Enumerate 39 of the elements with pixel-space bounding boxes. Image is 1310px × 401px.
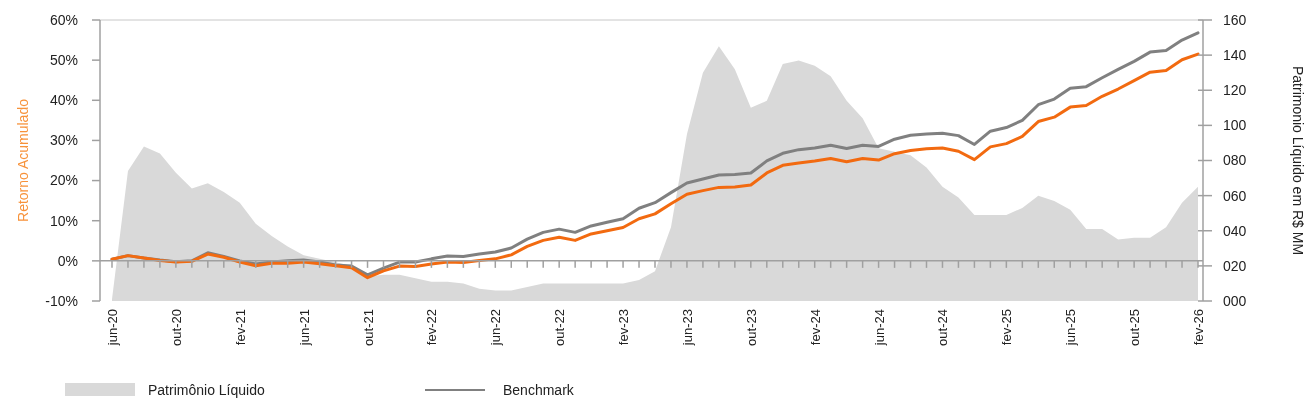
x-tick-label: fev-24 [807, 309, 823, 346]
y-tick-label: 30% [49, 132, 78, 149]
x-tick-label: jun-21 [296, 309, 312, 347]
y2-tick-label: 120 [1223, 82, 1247, 99]
y-tick-label: 10% [49, 212, 78, 229]
y2-tick-label: 060 [1223, 187, 1247, 204]
x-tick-label: fev-22 [424, 309, 440, 346]
x-tick-label: fev-26 [1191, 309, 1206, 346]
x-tick-label: jun-25 [1063, 309, 1079, 347]
y-tick-label: 40% [49, 92, 78, 109]
x-tick-label: out-25 [1127, 309, 1143, 346]
legend-label: Patrimônio Líquido [148, 381, 265, 398]
x-tick-label: jun-24 [871, 309, 887, 347]
x-tick-label: fev-23 [616, 309, 632, 346]
x-tick-label: fev-25 [999, 309, 1015, 346]
y2-tick-label: 160 [1223, 11, 1247, 28]
y2-axis-title: Patrimonio Líquido em R$ MM [1290, 65, 1306, 256]
x-tick-label: out-20 [168, 309, 184, 346]
y2-tick-label: 100 [1223, 117, 1247, 134]
y2-tick-label: 140 [1223, 47, 1247, 64]
y-tick-label: 0% [57, 252, 78, 269]
x-tick-label: out-21 [360, 309, 376, 346]
x-tick-label: out-22 [552, 309, 568, 346]
y2-tick-label: 040 [1223, 222, 1247, 239]
y-tick-label: 20% [49, 172, 78, 189]
x-tick-label: fev-21 [232, 309, 248, 346]
y2-tick-label: 020 [1223, 257, 1247, 274]
y-tick-label: -10% [45, 292, 78, 309]
x-tick-label: out-23 [743, 309, 759, 346]
legend-label: Benchmark [503, 381, 575, 398]
y-tick-label: 50% [49, 52, 78, 69]
y-axis-title: Retorno Acumulado [15, 98, 31, 222]
x-tick-label: out-24 [935, 309, 951, 346]
y-tick-label: 60% [49, 11, 78, 28]
y2-tick-label: 000 [1223, 292, 1247, 309]
x-tick-label: jun-22 [488, 309, 504, 347]
x-tick-label: jun-23 [679, 309, 695, 347]
x-tick-label: jun-20 [105, 309, 120, 347]
y2-tick-label: 080 [1223, 152, 1247, 169]
